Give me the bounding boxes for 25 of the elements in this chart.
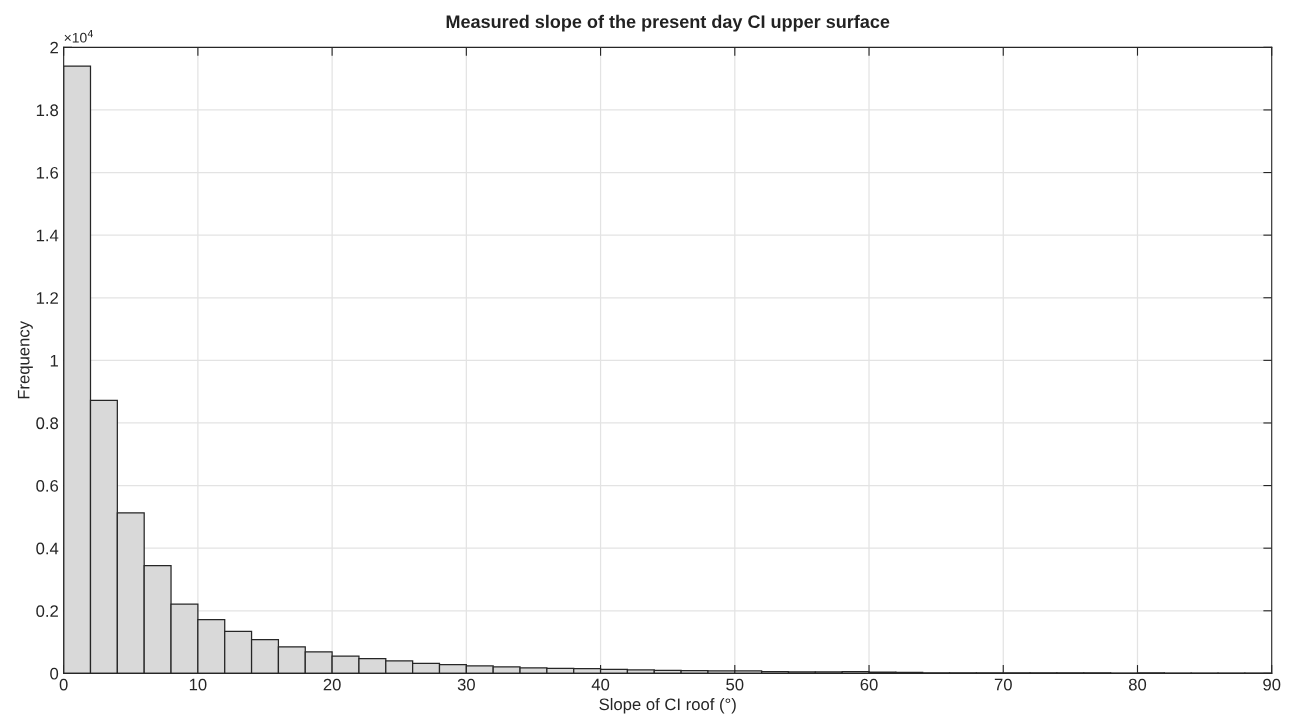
x-tick-label: 0 (59, 678, 68, 691)
y-tick-label: 1 (50, 354, 58, 367)
x-tick-label: 90 (1263, 678, 1281, 691)
y-tick-label: 2 (50, 41, 58, 54)
text: ×10$^{4}$ (64, 30, 93, 43)
y-tick-label: 1.4 (36, 229, 59, 242)
y-tick-label: 0.2 (36, 605, 58, 617)
y-tick-label: 0.4 (36, 542, 59, 555)
y-axis-title: Frequency (17, 321, 33, 399)
chart-title: Measured slope of the present day CI upper surface (446, 14, 890, 32)
x-tick-label: 50 (726, 678, 744, 691)
y-tick-label: 0.8 (36, 417, 59, 430)
x-tick-label: 40 (591, 678, 610, 691)
y-tick-label: 1.6 (36, 166, 59, 179)
y-tick-label: 1.2 (36, 292, 58, 304)
x-tick-label: 30 (457, 678, 475, 691)
y-tick-label: 0 (50, 667, 59, 680)
y-tick-label: 1.8 (36, 104, 59, 117)
x-tick-label: 70 (994, 678, 1012, 691)
x-axis-title: Slope of CI roof (°) (599, 697, 736, 714)
y-tick-label: 0.6 (36, 479, 59, 492)
x-tick-label: 60 (860, 678, 878, 691)
x-tick-label: 80 (1128, 678, 1147, 691)
x-tick-label: 10 (189, 678, 207, 691)
x-tick-label: 20 (323, 678, 341, 691)
